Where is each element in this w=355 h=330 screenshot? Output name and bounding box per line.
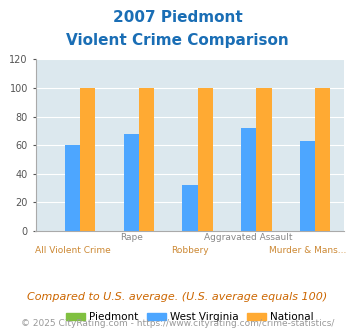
Text: Robbery: Robbery	[171, 246, 209, 255]
Bar	[315, 88, 330, 231]
Bar	[198, 88, 213, 231]
Text: Murder & Mans...: Murder & Mans...	[269, 246, 346, 255]
Text: © 2025 CityRating.com - https://www.cityrating.com/crime-statistics/: © 2025 CityRating.com - https://www.city…	[21, 319, 334, 328]
Bar	[300, 141, 315, 231]
Text: 2007 Piedmont: 2007 Piedmont	[113, 10, 242, 25]
Bar	[256, 88, 272, 231]
Text: Aggravated Assault: Aggravated Assault	[204, 233, 293, 242]
Text: Compared to U.S. average. (U.S. average equals 100): Compared to U.S. average. (U.S. average …	[27, 292, 328, 302]
Bar	[241, 128, 256, 231]
Legend: Piedmont, West Virginia, National: Piedmont, West Virginia, National	[62, 308, 318, 327]
Bar	[182, 185, 198, 231]
Text: Violent Crime Comparison: Violent Crime Comparison	[66, 33, 289, 48]
Bar	[80, 88, 95, 231]
Text: All Violent Crime: All Violent Crime	[34, 246, 110, 255]
Bar	[139, 88, 154, 231]
Bar	[124, 134, 139, 231]
Text: Rape: Rape	[120, 233, 143, 242]
Bar	[65, 145, 80, 231]
